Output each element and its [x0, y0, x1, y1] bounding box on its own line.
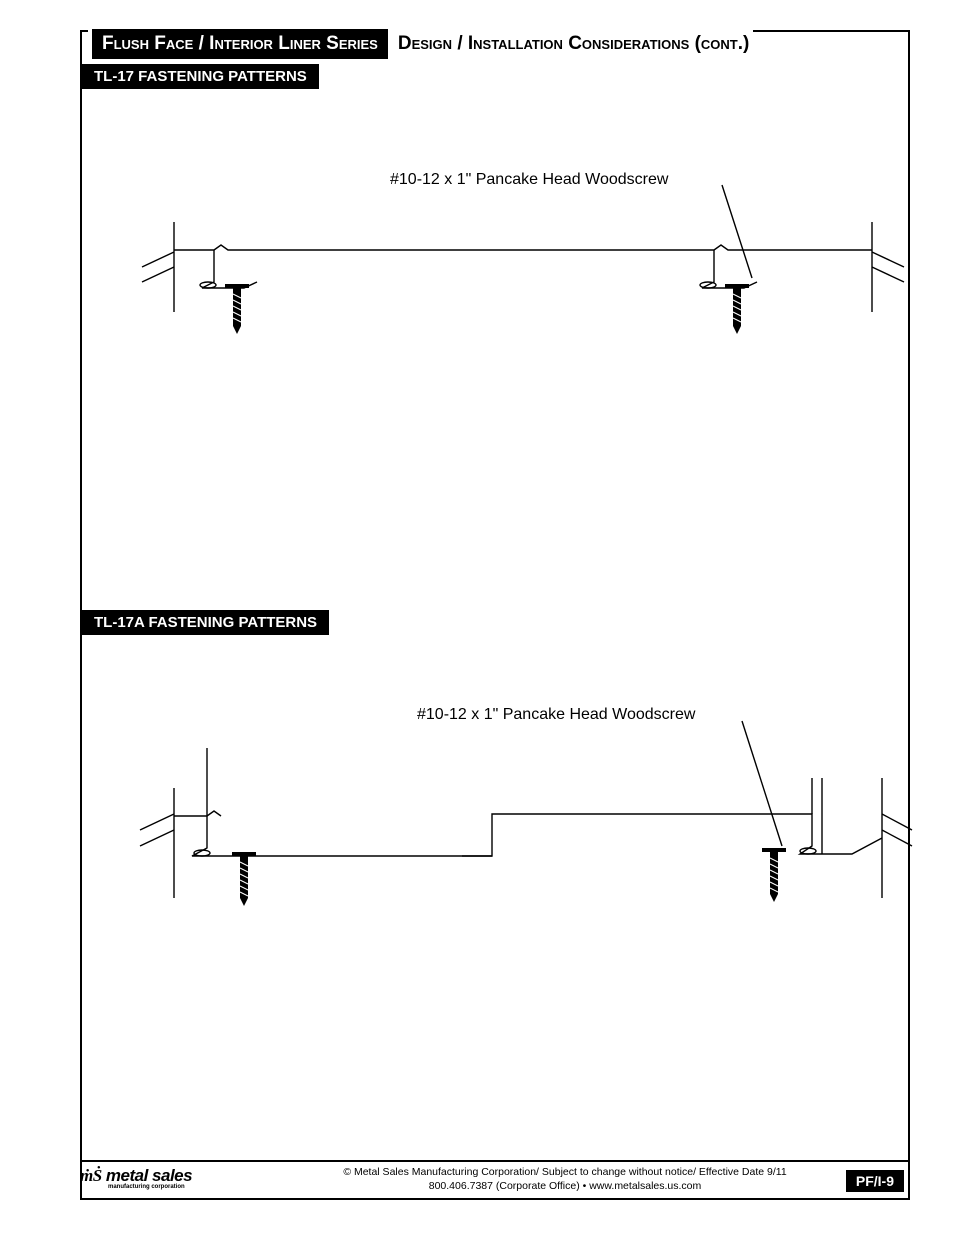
screw-icon	[232, 852, 256, 906]
screw-icon	[762, 848, 786, 902]
page-footer: ṁṠ metal sales manufacturing corporation…	[82, 1160, 908, 1198]
page-number: PF/I-9	[846, 1170, 904, 1192]
section2-title: TL-17A FASTENING PATTERNS	[82, 610, 329, 635]
screw-icon	[725, 284, 749, 334]
section1-title: TL-17 FASTENING PATTERNS	[82, 64, 319, 89]
footer-copyright: © Metal Sales Manufacturing Corporation/…	[322, 1166, 808, 1193]
header-left: Flush Face / Interior Liner Series	[92, 29, 388, 59]
screw-icon	[225, 284, 249, 334]
logo-subtitle: manufacturing corporation	[108, 1184, 192, 1190]
page-frame: Flush Face / Interior Liner Series Desig…	[80, 30, 910, 1200]
page-header: Flush Face / Interior Liner Series Desig…	[88, 29, 753, 59]
diagram1-svg	[112, 182, 892, 402]
header-right: Design / Installation Considerations (co…	[398, 33, 750, 55]
diagram2-svg	[112, 718, 912, 958]
logo: ṁṠ metal sales manufacturing corporation	[80, 1166, 192, 1190]
